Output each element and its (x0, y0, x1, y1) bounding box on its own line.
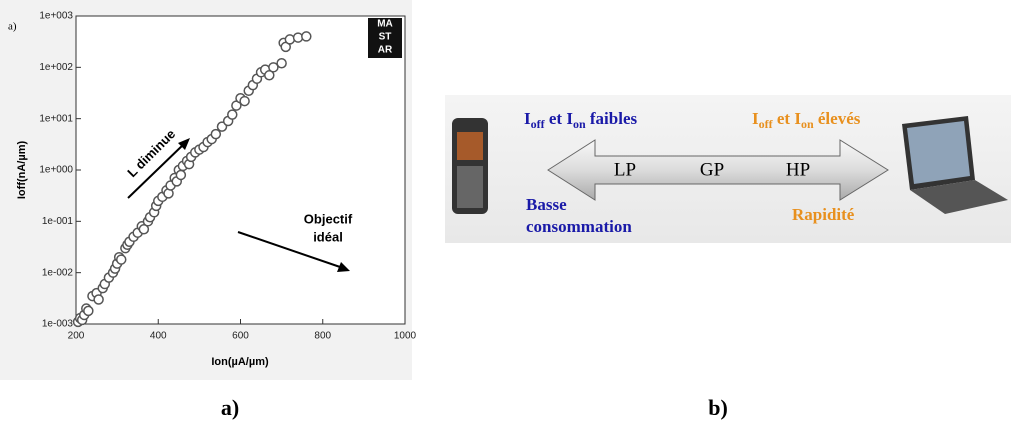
point (94, 295, 103, 304)
x-axis-label: Ion(µA/µm) (211, 356, 269, 368)
x-tick-label: 600 (232, 331, 249, 342)
label-left-bottom: consommation (526, 217, 632, 236)
y-axis-label: Ioff(nA/µm) (16, 141, 28, 200)
label-right-bottom: Rapidité (792, 205, 855, 224)
caption: a) (221, 395, 239, 420)
point (277, 59, 286, 68)
point (228, 110, 237, 119)
point (302, 32, 311, 41)
point (240, 97, 249, 106)
figure: a) MA ST AR Ion(µA/µm) Ioff(nA/µm) L dim… (0, 0, 1011, 424)
x-tick-label: 1000 (394, 331, 417, 342)
logo-text: AR (378, 45, 393, 56)
caption: b) (708, 395, 728, 420)
point (176, 170, 185, 179)
point (84, 306, 93, 315)
x-tick-label: 200 (68, 331, 85, 342)
logo-text: ST (379, 32, 392, 43)
label-left-bottom: Basse (526, 195, 567, 214)
y-tick-label: 1e-002 (42, 267, 74, 278)
point (117, 255, 126, 264)
arrow-label: LP (614, 159, 636, 180)
panel-label: a) (8, 21, 17, 33)
y-tick-label: 1e+000 (39, 165, 73, 176)
annotation: idéal (313, 229, 343, 244)
y-tick-label: 1e+003 (39, 11, 73, 22)
annotation: Objectif (304, 211, 353, 226)
phone-icon (452, 118, 488, 214)
y-tick-label: 1e+002 (39, 62, 73, 73)
y-tick-label: 1e+001 (39, 113, 73, 124)
arrow-label: HP (786, 159, 810, 180)
arrow-label: GP (700, 159, 724, 180)
x-tick-label: 800 (314, 331, 331, 342)
point (211, 130, 220, 139)
logo-text: MA (377, 19, 393, 30)
x-tick-label: 400 (150, 331, 167, 342)
y-tick-label: 1e-003 (42, 319, 74, 330)
y-tick-label: 1e-001 (42, 216, 74, 227)
